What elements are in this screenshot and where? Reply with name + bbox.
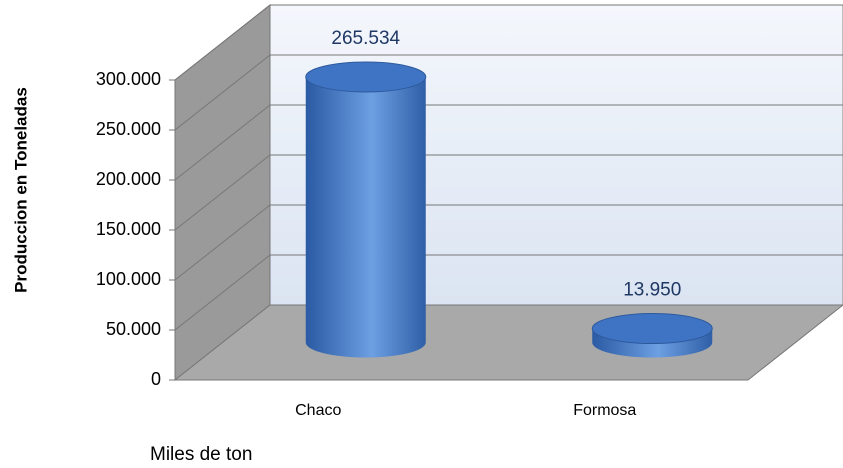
grid-line (174, 4, 843, 81)
x-tick-label: Formosa (573, 402, 636, 419)
grid-line (174, 154, 843, 231)
value-label: 265.534 (331, 28, 400, 49)
y-tick-label: 300.000 (96, 69, 161, 89)
grid-line (174, 204, 843, 281)
x-tick-label: Chaco (295, 402, 341, 419)
y-tick-label: 200.000 (96, 169, 161, 189)
bar-top (305, 61, 427, 93)
y-tick-label: 250.000 (96, 119, 161, 139)
x-axis-label: Miles de ton (150, 444, 252, 465)
bar (305, 76, 426, 358)
value-label: 13.950 (623, 280, 681, 301)
y-tick-label: 100.000 (96, 269, 161, 289)
y-tick-label: 50.000 (106, 319, 161, 339)
bar-top (591, 313, 713, 345)
grid-line (174, 54, 843, 131)
y-tick-label: 0 (151, 369, 161, 389)
grid-line (174, 104, 843, 181)
y-axis-label: Produccion en Toneladas (11, 87, 30, 293)
y-tick-label: 150.000 (96, 219, 161, 239)
floor (173, 304, 843, 381)
grid-line (174, 254, 843, 331)
